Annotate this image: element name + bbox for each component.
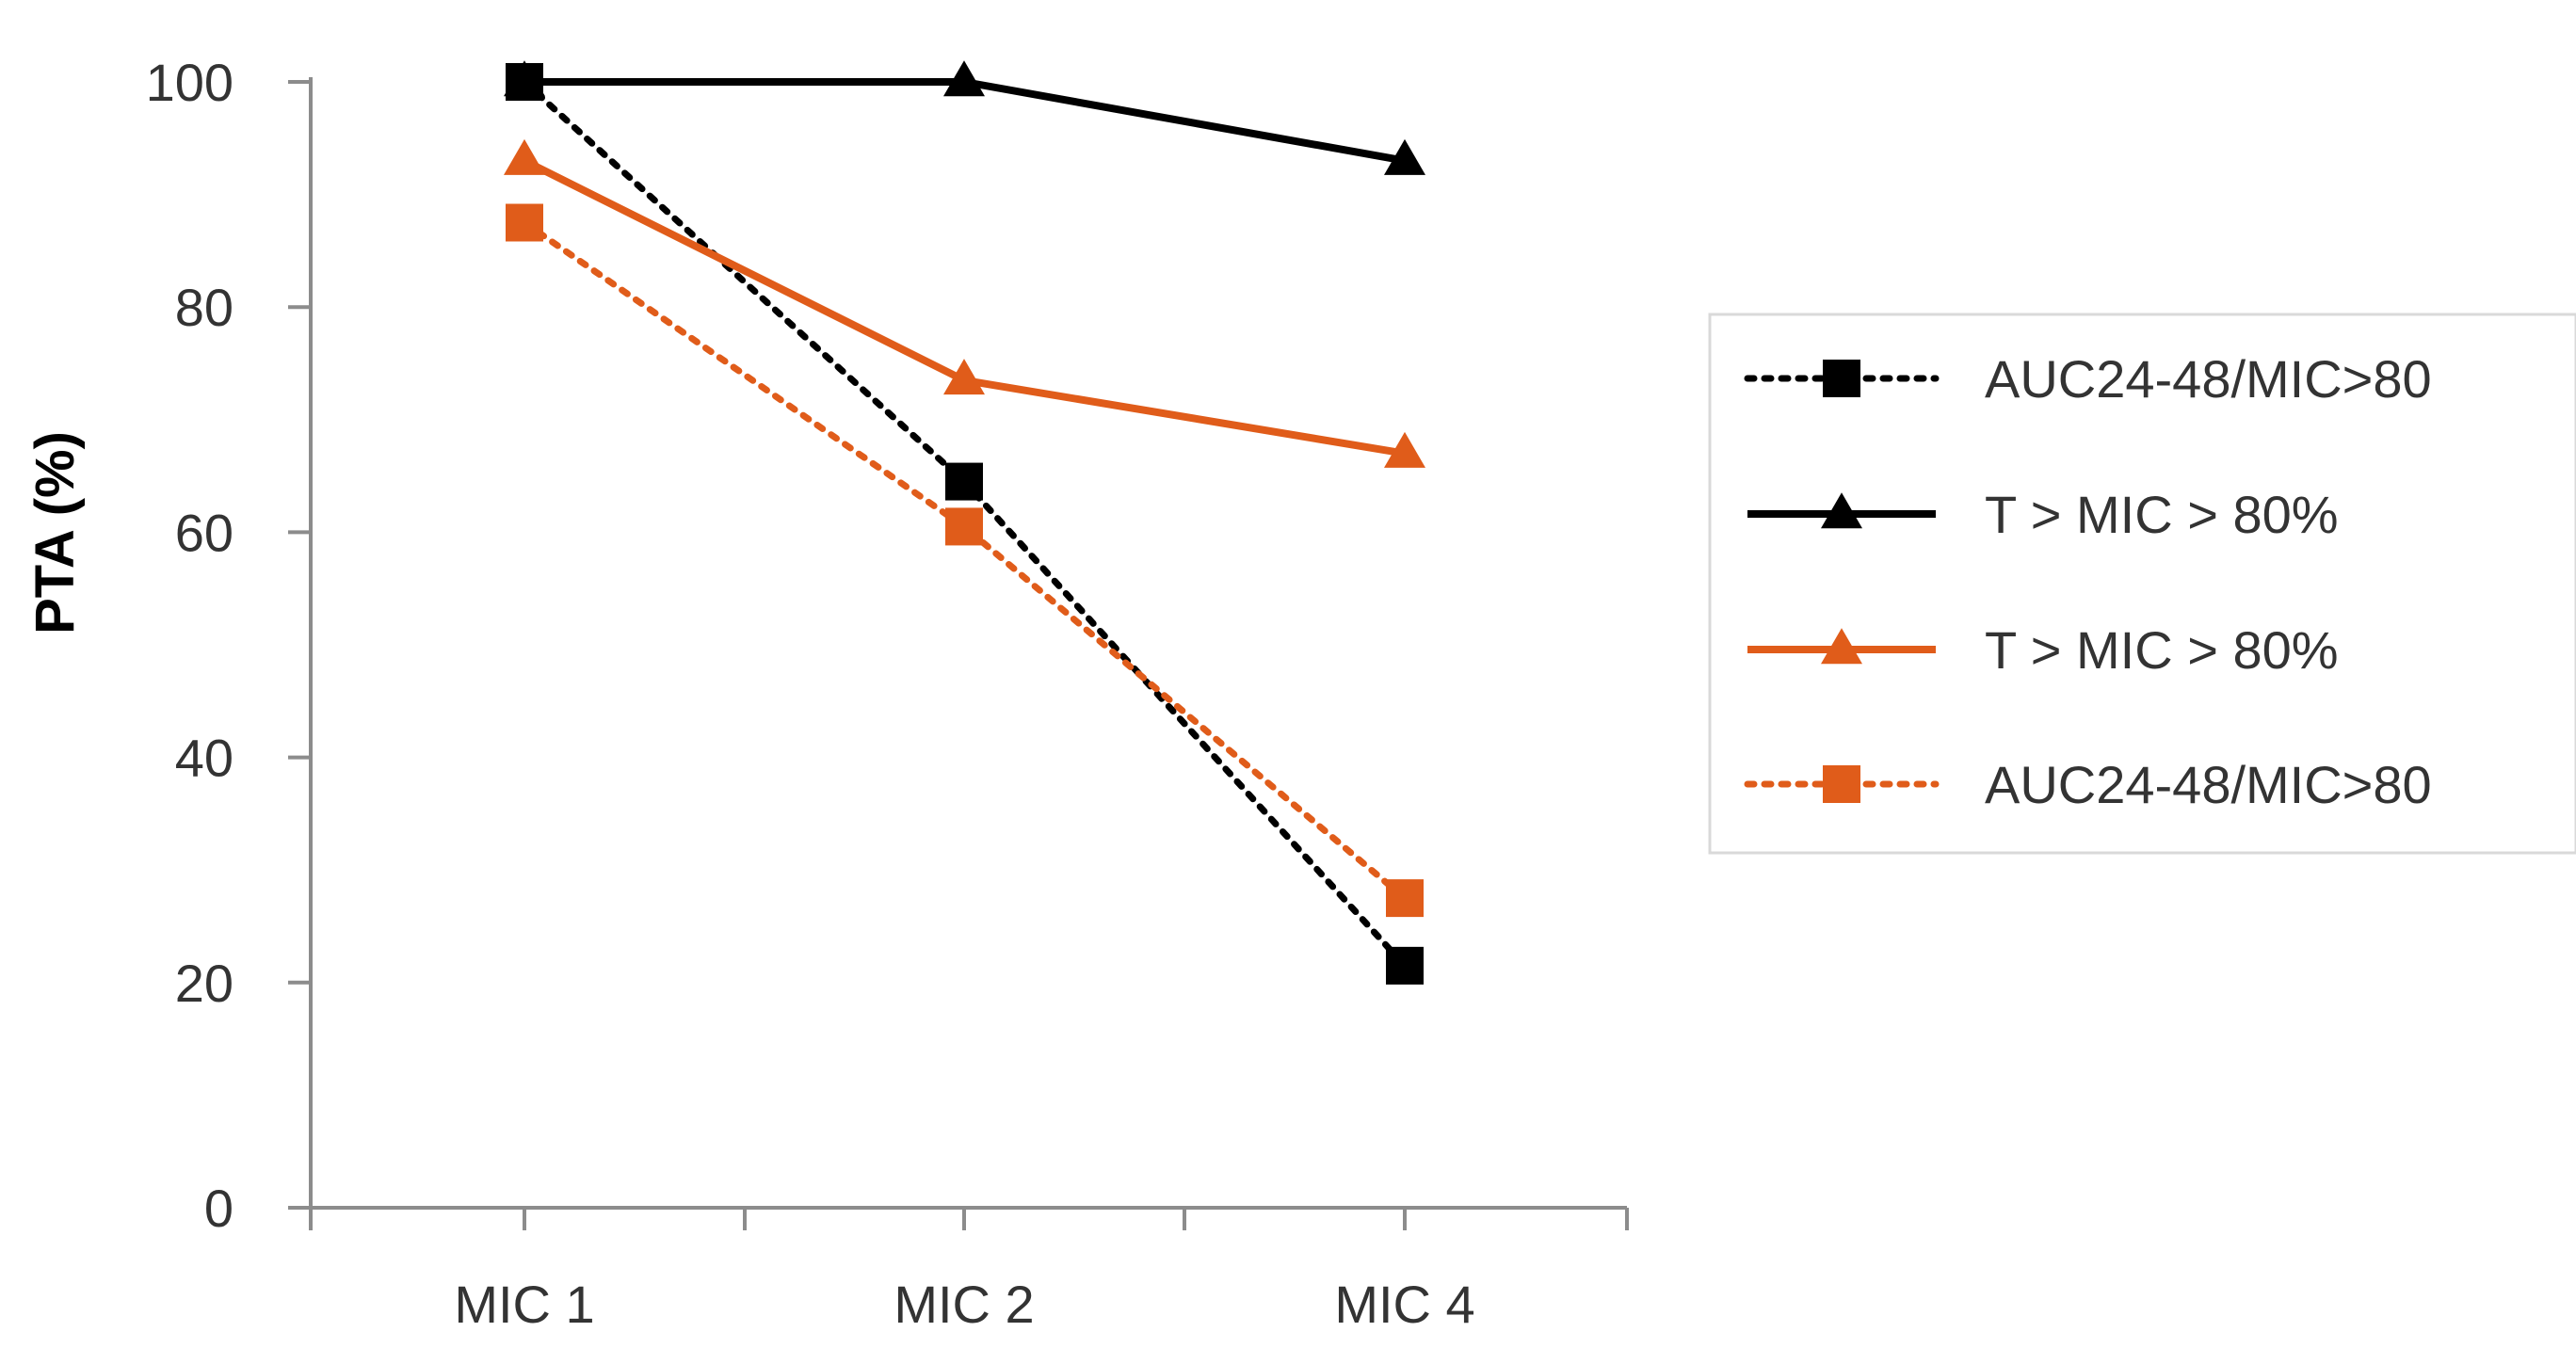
series-point [945,507,983,546]
series-layer [504,60,1425,985]
legend-box [1708,313,2576,855]
legend-item: T > MIC > 80% [1747,485,2339,544]
legend-label: T > MIC > 80% [1985,620,2339,680]
series-point [506,203,543,242]
legend-marker [1823,765,1860,803]
x-tick-label: MIC 4 [1334,1275,1474,1334]
series-point [504,60,545,97]
series-point [504,138,545,175]
legend: AUC24-48/MIC>80 T > MIC > 80% T > MIC > 80… [1708,313,2576,855]
series-2 [504,60,1425,175]
series-3 [504,138,1425,468]
legend-label: T > MIC > 80% [1985,485,2339,544]
legend-label: AUC24-48/MIC>80 [1985,755,2432,814]
legend-items: AUC24-48/MIC>80 T > MIC > 80% T > MIC > 80… [1744,349,2432,814]
y-axis-ticks: 0 20 40 60 80 100 [146,53,311,1238]
series-point [943,359,985,395]
legend-item: AUC24-48/MIC>80 [1744,349,2432,409]
series-line [521,219,1409,902]
x-tick-label: MIC 1 [454,1275,594,1334]
series-point [1384,431,1425,468]
y-tick-label: 20 [175,954,233,1013]
series-point [945,462,983,501]
series-line [523,157,1406,457]
legend-label: AUC24-48/MIC>80 [1985,349,2432,409]
series-point [1386,879,1424,918]
y-tick-label: 40 [175,729,233,788]
y-tick-label: 0 [204,1179,233,1238]
series-4 [506,203,1424,918]
y-tick-label: 100 [146,53,233,112]
legend-item: AUC24-48/MIC>80 [1744,755,2432,814]
legend-item: T > MIC > 80% [1747,620,2339,680]
legend-marker [1823,360,1860,397]
legend-marker [1821,628,1862,665]
series-point [1386,946,1424,985]
series-point [1384,138,1425,175]
y-axis-title: PTA (%) [24,431,86,634]
x-tick-label: MIC 2 [894,1275,1034,1334]
legend-marker [1821,492,1862,529]
y-tick-label: 80 [175,278,233,337]
x-axis-ticks: MIC 1 MIC 2 MIC 4 [309,1208,1629,1334]
y-tick-label: 60 [175,503,233,562]
series-point [943,60,985,97]
